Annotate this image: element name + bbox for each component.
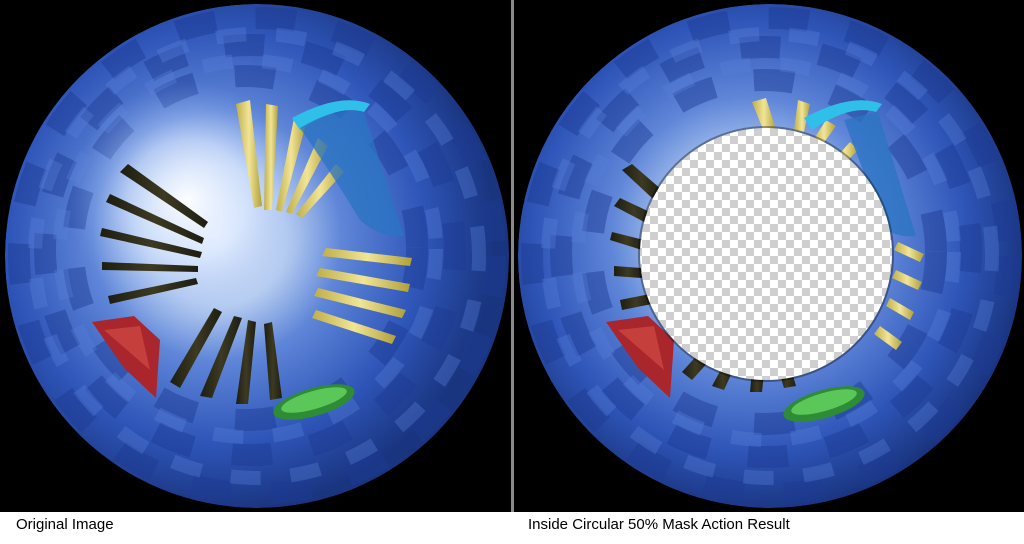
original-image-panel: [0, 0, 511, 512]
panel-divider: [511, 0, 514, 512]
original-image: [0, 0, 511, 512]
mask-result-panel: [514, 0, 1024, 512]
original-image-caption: Original Image: [16, 516, 114, 533]
mask-result-caption: Inside Circular 50% Mask Action Result: [528, 516, 790, 533]
transparent-mask-area: [640, 128, 892, 380]
mask-result-image: [514, 0, 1024, 512]
